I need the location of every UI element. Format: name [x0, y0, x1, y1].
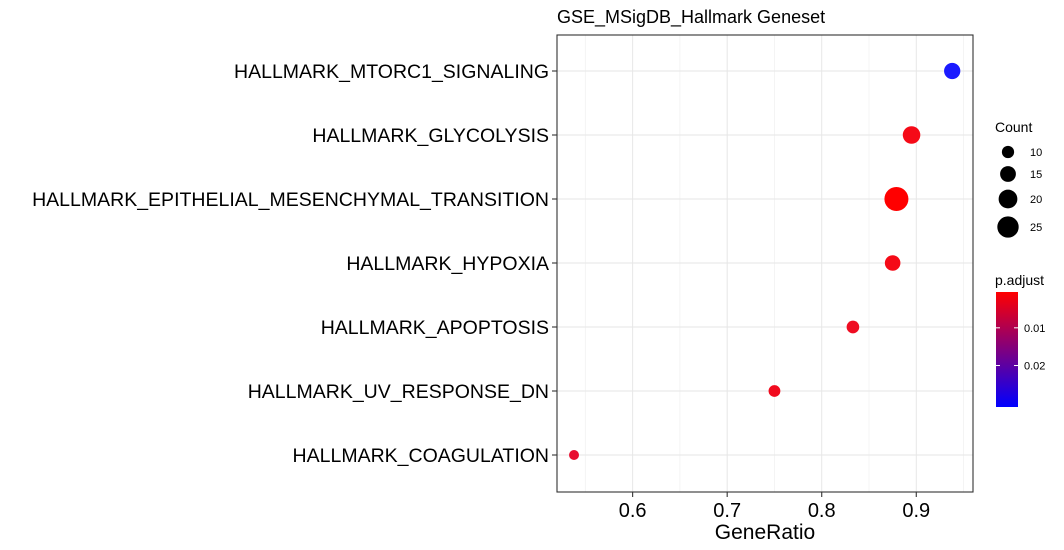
legend-count-dot — [997, 216, 1019, 238]
legend-count-label: 20 — [1030, 194, 1042, 206]
x-axis-title: GeneRatio — [715, 521, 815, 544]
legend-count-dot — [998, 189, 1018, 209]
legend-count-dot — [1000, 166, 1016, 182]
category-label: HALLMARK_UV_RESPONSE_DN — [248, 381, 549, 403]
category-label: HALLMARK_GLYCOLYSIS — [312, 125, 549, 147]
data-point — [884, 255, 901, 271]
legend-p-adjust: p.adjust 0.01 0.02 — [995, 272, 1045, 407]
legend-count-title: Count — [995, 119, 1032, 135]
legend-p-adjust-colorbar — [996, 292, 1018, 407]
chart-title: GSE_MSigDB_Hallmark Geneset — [557, 7, 825, 28]
legend-p-adjust-label: 0.01 — [1024, 323, 1045, 335]
data-point — [884, 187, 909, 211]
category-label: HALLMARK_HYPOXIA — [346, 253, 549, 275]
data-point — [944, 62, 961, 80]
legend-count: Count 10 15 20 25 — [995, 119, 1042, 238]
data-points — [569, 62, 961, 460]
legend-count-label: 10 — [1030, 147, 1042, 159]
x-tick-label: 0.9 — [902, 500, 930, 522]
data-point — [768, 385, 781, 397]
legend-p-adjust-title: p.adjust — [995, 272, 1044, 288]
x-tick-label: 0.8 — [808, 500, 836, 522]
category-label: HALLMARK_COAGULATION — [293, 445, 549, 467]
x-axis-ticks: 0.6 0.7 0.8 0.9 — [619, 492, 930, 522]
category-label: HALLMARK_MTORC1_SIGNALING — [234, 61, 549, 83]
x-tick-label: 0.7 — [713, 500, 741, 522]
x-tick-label: 0.6 — [619, 500, 647, 522]
category-axis-labels: HALLMARK_MTORC1_SIGNALING HALLMARK_GLYCOL… — [32, 61, 557, 467]
legend-count-label: 15 — [1030, 169, 1042, 181]
legend-p-adjust-ticks: 0.01 0.02 — [996, 323, 1045, 373]
data-point — [902, 126, 921, 144]
data-point — [846, 320, 860, 334]
data-point — [569, 450, 580, 460]
category-label: HALLMARK_APOPTOSIS — [321, 317, 549, 339]
legend-count-dot — [1001, 145, 1015, 159]
legend-count-items: 10 15 20 25 — [997, 145, 1042, 238]
legend-p-adjust-label: 0.02 — [1024, 361, 1045, 373]
legend-count-label: 25 — [1030, 222, 1042, 234]
category-label: HALLMARK_EPITHELIAL_MESENCHYMAL_TRANSITI… — [32, 189, 549, 211]
